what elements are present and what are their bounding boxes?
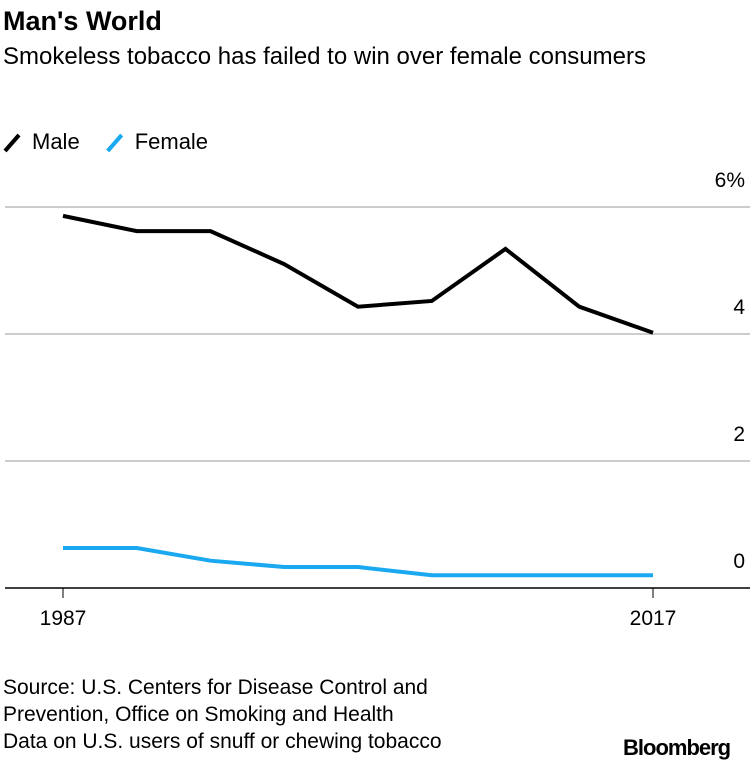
chart-subtitle: Smokeless tobacco has failed to win over… <box>3 43 646 70</box>
y-tick-label: 2 <box>733 423 745 446</box>
y-tick-label: 0 <box>733 550 745 573</box>
source-line: Prevention, Office on Smoking and Health <box>3 703 394 726</box>
legend-label: Female <box>135 129 208 154</box>
legend-swatch <box>3 133 21 153</box>
legend-label: Male <box>32 129 80 154</box>
branding: Bloomberg <box>623 735 730 760</box>
chart-title: Man's World <box>3 6 162 36</box>
data-line <box>63 545 653 578</box>
y-tick-label: 4 <box>733 296 745 319</box>
data-line <box>62 213 654 335</box>
x-tick-label: 2017 <box>630 607 677 630</box>
subtitle-box: Smokeless tobacco has failed to win over… <box>3 43 646 70</box>
x-tick-label: 1987 <box>40 607 87 630</box>
source-line: Data on U.S. users of snuff or chewing t… <box>3 730 442 753</box>
source-line: Source: U.S. Centers for Disease Control… <box>3 676 428 699</box>
y-tick-label: 6% <box>715 169 745 192</box>
legend-swatch <box>106 133 124 153</box>
